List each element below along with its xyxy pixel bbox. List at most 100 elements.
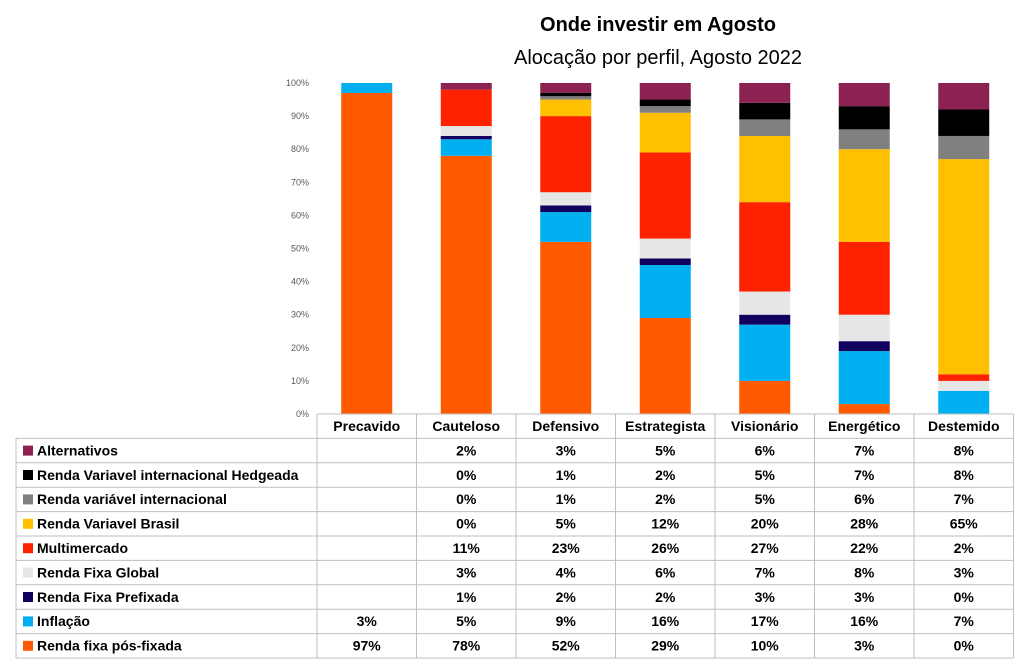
- table-cell-value: 78%: [452, 638, 481, 654]
- table-cell-value: 26%: [651, 540, 680, 556]
- bars-group: [341, 83, 990, 415]
- legend-label: Renda Variavel Brasil: [37, 516, 179, 532]
- y-tick-label: 50%: [291, 244, 309, 254]
- y-tick-label: 40%: [291, 277, 309, 287]
- bar-segment: [938, 135, 990, 160]
- table-cell-value: 3%: [456, 564, 477, 580]
- legend-label: Inflação: [37, 613, 90, 629]
- bar-segment: [639, 318, 691, 414]
- category-label: Defensivo: [532, 418, 599, 434]
- bar-segment: [739, 202, 791, 292]
- legend-label: Renda fixa pós-fixada: [37, 638, 182, 654]
- table-cell-value: 5%: [456, 613, 477, 629]
- table-cell-value: 0%: [456, 467, 477, 483]
- legend-swatch: [23, 494, 33, 505]
- table-cell-value: 1%: [556, 491, 577, 507]
- table-cell-value: 22%: [850, 540, 879, 556]
- bar-segment: [540, 92, 592, 97]
- bar-segment: [838, 241, 890, 315]
- table-cell-value: 2%: [556, 589, 577, 605]
- bar-segment: [838, 129, 890, 150]
- legend-swatch: [23, 616, 33, 627]
- bar-segment: [639, 83, 691, 100]
- table-cell-value: 23%: [552, 540, 581, 556]
- table-cell-value: 2%: [456, 442, 477, 458]
- chart-subtitle: Alocação por perfil, Agosto 2022: [514, 47, 802, 69]
- table-cell-value: 3%: [556, 442, 577, 458]
- legend-label: Renda variável internacional: [37, 491, 227, 507]
- bar-segment: [739, 119, 791, 136]
- bar-segment: [739, 324, 791, 381]
- bar-segment: [938, 390, 990, 414]
- bar-segment: [739, 102, 791, 120]
- legend-swatch: [23, 518, 33, 529]
- table-cell-value: 65%: [950, 516, 979, 532]
- table-cell-value: 6%: [854, 491, 875, 507]
- table-cell-value: 7%: [954, 613, 975, 629]
- y-tick-label: 70%: [291, 177, 309, 187]
- table-cell-value: 3%: [854, 589, 875, 605]
- table-cell-value: 2%: [655, 589, 676, 605]
- table-cell-value: 0%: [954, 589, 975, 605]
- category-label: Visionário: [731, 418, 798, 434]
- table-cell-value: 5%: [755, 491, 776, 507]
- table-cell-value: 0%: [456, 491, 477, 507]
- table-cell-value: 0%: [456, 516, 477, 532]
- table-cell-value: 3%: [755, 589, 776, 605]
- bar-segment: [440, 135, 492, 140]
- table-cell-value: 7%: [854, 467, 875, 483]
- legend-swatch: [23, 592, 33, 602]
- bar-segment: [838, 314, 890, 342]
- y-tick-label: 30%: [291, 310, 309, 320]
- category-label: Estrategista: [625, 418, 705, 434]
- data-table: Precavido Cauteloso Defensivo Estrategista V…: [15, 413, 1014, 659]
- table-cell-value: 3%: [357, 613, 378, 629]
- table-cell-value: 6%: [655, 564, 676, 580]
- bar-segment: [341, 83, 393, 93]
- bar-segment: [938, 83, 990, 110]
- bar-segment: [440, 155, 492, 414]
- table-cell-value: 27%: [751, 540, 780, 556]
- table-cell-value: 97%: [353, 638, 382, 654]
- table-cell-value: 7%: [954, 491, 975, 507]
- table-cell-value: 5%: [556, 516, 577, 532]
- bar-segment: [639, 258, 691, 266]
- category-label: Precavido: [333, 418, 400, 434]
- bar-segment: [739, 291, 791, 315]
- table-cell-value: 16%: [850, 613, 879, 629]
- bar-segment: [639, 265, 691, 319]
- legend-swatch: [23, 543, 33, 554]
- bar-segment: [838, 83, 890, 107]
- bar-segment: [540, 96, 592, 100]
- table-cell-value: 2%: [655, 467, 676, 483]
- bar-segment: [440, 83, 492, 90]
- y-tick-label: 10%: [291, 376, 309, 386]
- legend-swatch: [23, 470, 33, 480]
- legend-label: Multimercado: [37, 540, 128, 556]
- bar-segment: [341, 92, 393, 415]
- bar-segment: [440, 139, 492, 156]
- y-tick-label: 0%: [296, 409, 309, 419]
- bar-segment: [639, 152, 691, 239]
- table-cell-value: 9%: [556, 613, 577, 629]
- table-cell-value: 8%: [954, 467, 975, 483]
- bar-segment: [639, 238, 691, 259]
- table-cell-value: 1%: [456, 589, 477, 605]
- bar-segment: [838, 404, 890, 414]
- table-cell-value: 7%: [854, 442, 875, 458]
- table-cell-value: 12%: [651, 516, 680, 532]
- table-cell-value: 52%: [552, 638, 581, 654]
- category-label: Cauteloso: [432, 418, 500, 434]
- legend-swatch: [23, 445, 33, 456]
- table-cell-value: 4%: [556, 564, 577, 580]
- bar-segment: [440, 89, 492, 127]
- bar-segment: [540, 212, 592, 242]
- table-cell-value: 6%: [755, 442, 776, 458]
- bar-segment: [639, 106, 691, 113]
- legend-swatch: [23, 567, 33, 578]
- y-tick-label: 90%: [291, 111, 309, 121]
- bar-segment: [938, 109, 990, 136]
- legend-label: Renda Fixa Global: [37, 564, 159, 580]
- legend-label: Alternativos: [37, 442, 118, 458]
